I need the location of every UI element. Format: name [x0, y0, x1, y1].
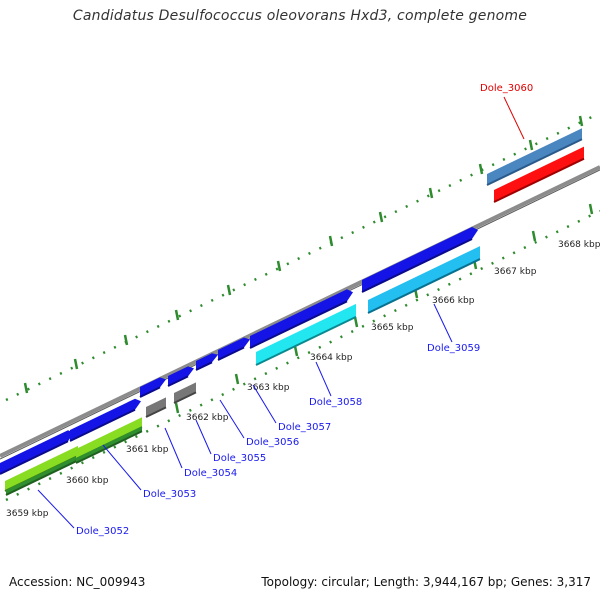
gene-label[interactable]: Dole_3052: [76, 526, 129, 537]
gene-bar-edge: [195, 361, 213, 371]
major-tick: [578, 115, 584, 127]
gene-label[interactable]: Dole_3056: [246, 437, 299, 448]
gene-bar-lower-edge-edge: [75, 430, 143, 464]
gene-leader-line: [195, 419, 212, 455]
gene-label[interactable]: Dole_3053: [143, 489, 196, 500]
gene-leader-line: [503, 96, 525, 140]
genome-title: Candidatus Desulfococcus oleovorans Hxd3…: [72, 8, 528, 24]
major-tick: [378, 211, 384, 223]
ruler-label: 3663 kbp: [247, 383, 290, 393]
guide-line-lower: [5, 209, 600, 502]
genome-summary-text: Topology: circular; Length: 3,944,167 bp…: [261, 575, 591, 589]
gene-bar-lower-edge[interactable]: [6, 455, 78, 495]
gene-bar-lower[interactable]: [76, 417, 142, 459]
gene-bar-lower-edge: [255, 315, 357, 366]
ruler-label: 3665 kbp: [371, 323, 414, 333]
major-tick: [353, 316, 359, 328]
gene-bar-grey-edge: [145, 406, 167, 418]
accession-text: Accession: NC_009943: [9, 575, 146, 589]
ruler-label: 3660 kbp: [66, 476, 109, 486]
gene-bar[interactable]: [0, 430, 74, 474]
gene-bar-edge: [69, 408, 136, 442]
gene-bar-lower[interactable]: [5, 445, 78, 491]
gene-bar[interactable]: [70, 398, 141, 441]
major-tick: [328, 235, 334, 247]
major-tick: [478, 163, 484, 175]
gene-bar[interactable]: [168, 366, 194, 386]
gene-bar-grey-edge: [173, 391, 197, 404]
major-tick: [123, 334, 129, 346]
gene-bar-upper[interactable]: [487, 128, 582, 185]
major-tick: [428, 187, 434, 199]
major-tick: [531, 230, 537, 242]
gene-bar-grey[interactable]: [174, 382, 196, 403]
gene-label[interactable]: Dole_3055: [213, 453, 266, 464]
gene-bar-lower-edge-edge: [5, 459, 79, 496]
gene-bar-lower[interactable]: [256, 303, 356, 365]
gene-bar[interactable]: [218, 337, 250, 360]
gene-bar-lower-edge: [367, 258, 481, 314]
gene-label[interactable]: Dole_3054: [184, 468, 237, 479]
major-tick: [226, 284, 232, 296]
gene-bar-edge: [139, 386, 161, 398]
major-tick: [174, 402, 180, 414]
genome-backbone: [0, 165, 600, 458]
gene-bar-edge: [0, 440, 69, 475]
major-tick: [174, 309, 180, 321]
gene-bar-lower-edge[interactable]: [76, 426, 142, 463]
major-tick: [234, 373, 240, 385]
major-tick: [276, 260, 282, 272]
gene-leader-line: [252, 384, 277, 424]
ruler-label: 3667 kbp: [494, 267, 537, 277]
gene-bar-upper-edge: [486, 138, 583, 186]
major-tick: [588, 203, 594, 215]
ruler-label: 3659 kbp: [6, 509, 49, 519]
ruler-label: 3662 kbp: [186, 413, 229, 423]
ruler-label: 3668 kbp: [558, 240, 600, 250]
major-tick: [73, 358, 79, 370]
gene-label[interactable]: Dole_3057: [278, 422, 331, 433]
gene-bar[interactable]: [196, 353, 218, 370]
ruler-label: 3664 kbp: [310, 353, 353, 363]
gene-bar-edge: [217, 346, 245, 361]
gene-leader-line: [433, 303, 453, 343]
ruler-label: 3661 kbp: [126, 445, 169, 455]
gene-leader-line: [219, 399, 245, 439]
gene-label[interactable]: Dole_3058: [309, 397, 362, 408]
gene-leader-line: [102, 444, 142, 491]
gene-bar-lower[interactable]: [368, 246, 480, 313]
gene-bar-edge: [249, 300, 348, 349]
ruler-label: 3666 kbp: [432, 296, 475, 306]
gene-bar-edge: [167, 375, 189, 387]
major-tick: [23, 382, 29, 394]
major-tick: [528, 139, 534, 151]
gene-label[interactable]: Dole_3059: [427, 343, 480, 354]
guide-line-upper: [5, 111, 600, 402]
gene-bar-edge: [361, 238, 473, 293]
gene-label[interactable]: Dole_3060: [480, 83, 533, 94]
gene-bar-highlight-edge: [493, 157, 585, 203]
gene-bar[interactable]: [362, 227, 478, 292]
gene-bar[interactable]: [140, 377, 166, 397]
gene-leader-line: [164, 427, 183, 469]
gene-bar-grey[interactable]: [146, 397, 166, 417]
gene-leader-line: [315, 361, 332, 397]
major-tick: [293, 345, 299, 357]
gene-bar-highlight[interactable]: [494, 146, 584, 202]
gene-leader-line: [37, 489, 75, 529]
gene-bar[interactable]: [250, 289, 353, 348]
